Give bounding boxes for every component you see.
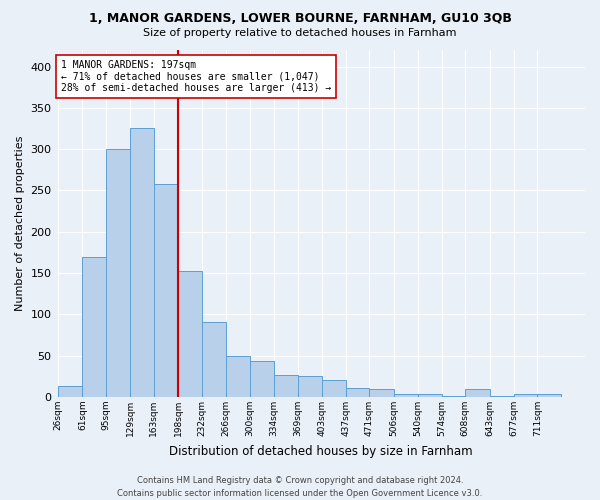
Bar [106, 149, 130, 397]
Text: 1, MANOR GARDENS, LOWER BOURNE, FARNHAM, GU10 3QB: 1, MANOR GARDENS, LOWER BOURNE, FARNHAM,… [89, 12, 511, 26]
Text: Size of property relative to detached houses in Farnham: Size of property relative to detached ho… [143, 28, 457, 38]
Bar [154, 184, 178, 397]
Bar [250, 360, 274, 397]
Bar [58, 386, 82, 397]
Bar [130, 128, 154, 397]
Bar [178, 272, 202, 397]
Text: 1 MANOR GARDENS: 197sqm
← 71% of detached houses are smaller (1,047)
28% of semi: 1 MANOR GARDENS: 197sqm ← 71% of detache… [61, 60, 331, 93]
Bar [226, 356, 250, 397]
Y-axis label: Number of detached properties: Number of detached properties [15, 136, 25, 311]
Bar [202, 322, 226, 397]
Bar [346, 388, 370, 397]
Bar [418, 394, 442, 397]
Text: Contains HM Land Registry data © Crown copyright and database right 2024.
Contai: Contains HM Land Registry data © Crown c… [118, 476, 482, 498]
Bar [322, 380, 346, 397]
Bar [538, 394, 561, 397]
Bar [274, 374, 298, 397]
Bar [82, 256, 106, 397]
Bar [370, 389, 394, 397]
Bar [466, 389, 490, 397]
Bar [298, 376, 322, 397]
Bar [442, 396, 466, 397]
Bar [490, 396, 514, 397]
Bar [394, 394, 418, 397]
X-axis label: Distribution of detached houses by size in Farnham: Distribution of detached houses by size … [169, 444, 473, 458]
Bar [514, 394, 538, 397]
